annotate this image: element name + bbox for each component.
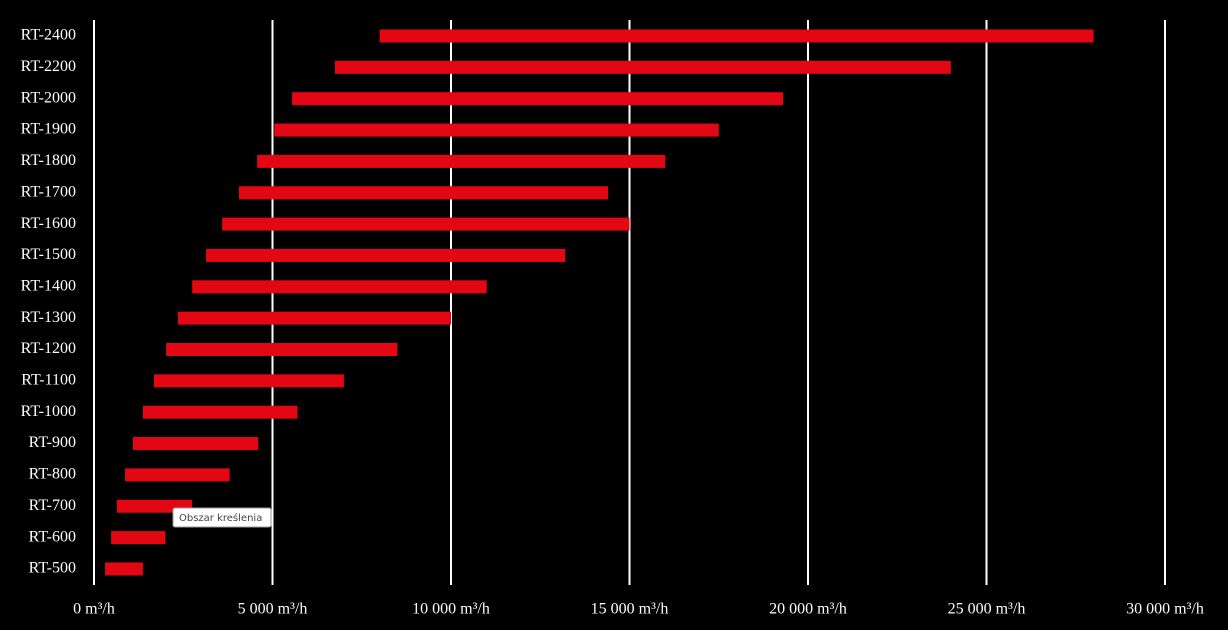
tooltip-text: Obszar kreślenia [179, 512, 262, 524]
y-tick-label: RT-1500 [21, 246, 76, 263]
y-tick-label: RT-2000 [21, 89, 76, 106]
bar [257, 154, 666, 168]
x-tick-label: 15 000 m³/h [591, 601, 669, 618]
x-tick-label: 30 000 m³/h [1126, 601, 1204, 618]
bar [274, 123, 719, 137]
y-tick-label: RT-1700 [21, 183, 76, 200]
y-tick-label: RT-1000 [21, 403, 76, 420]
y-tick-label: RT-2400 [21, 27, 76, 44]
y-tick-label: RT-700 [29, 497, 76, 514]
y-tick-label: RT-1900 [21, 121, 76, 138]
bar [379, 29, 1094, 43]
x-tick-label: 20 000 m³/h [769, 601, 847, 618]
bar [105, 562, 143, 576]
bar [177, 311, 451, 325]
y-tick-label: RT-2200 [21, 58, 76, 75]
bar [132, 437, 259, 451]
x-tick-label: 25 000 m³/h [948, 601, 1026, 618]
y-tick-label: RT-500 [29, 560, 76, 577]
bar [206, 248, 566, 262]
bar [334, 60, 951, 74]
bar [222, 217, 630, 231]
bar [292, 92, 784, 106]
y-tick-label: RT-1200 [21, 340, 76, 357]
bar [125, 468, 230, 482]
bar [166, 343, 398, 356]
bar [111, 531, 166, 545]
bar [153, 374, 344, 388]
y-tick-label: RT-600 [29, 528, 76, 545]
y-tick-label: RT-900 [29, 434, 76, 451]
y-tick-label: RT-800 [29, 466, 76, 483]
x-tick-label: 10 000 m³/h [412, 601, 490, 618]
y-tick-label: RT-1100 [21, 372, 76, 389]
bar [142, 405, 298, 419]
y-tick-label: RT-1300 [21, 309, 76, 326]
bar [192, 280, 487, 294]
tooltip: Obszar kreślenia [172, 507, 272, 528]
x-tick-label: 0 m³/h [73, 601, 115, 618]
y-tick-label: RT-1400 [21, 277, 76, 294]
bar [238, 186, 609, 200]
tooltip-box [172, 507, 272, 528]
y-tick-label: RT-1600 [21, 215, 76, 232]
y-tick-label: RT-1800 [21, 152, 76, 169]
x-tick-label: 5 000 m³/h [238, 601, 308, 618]
